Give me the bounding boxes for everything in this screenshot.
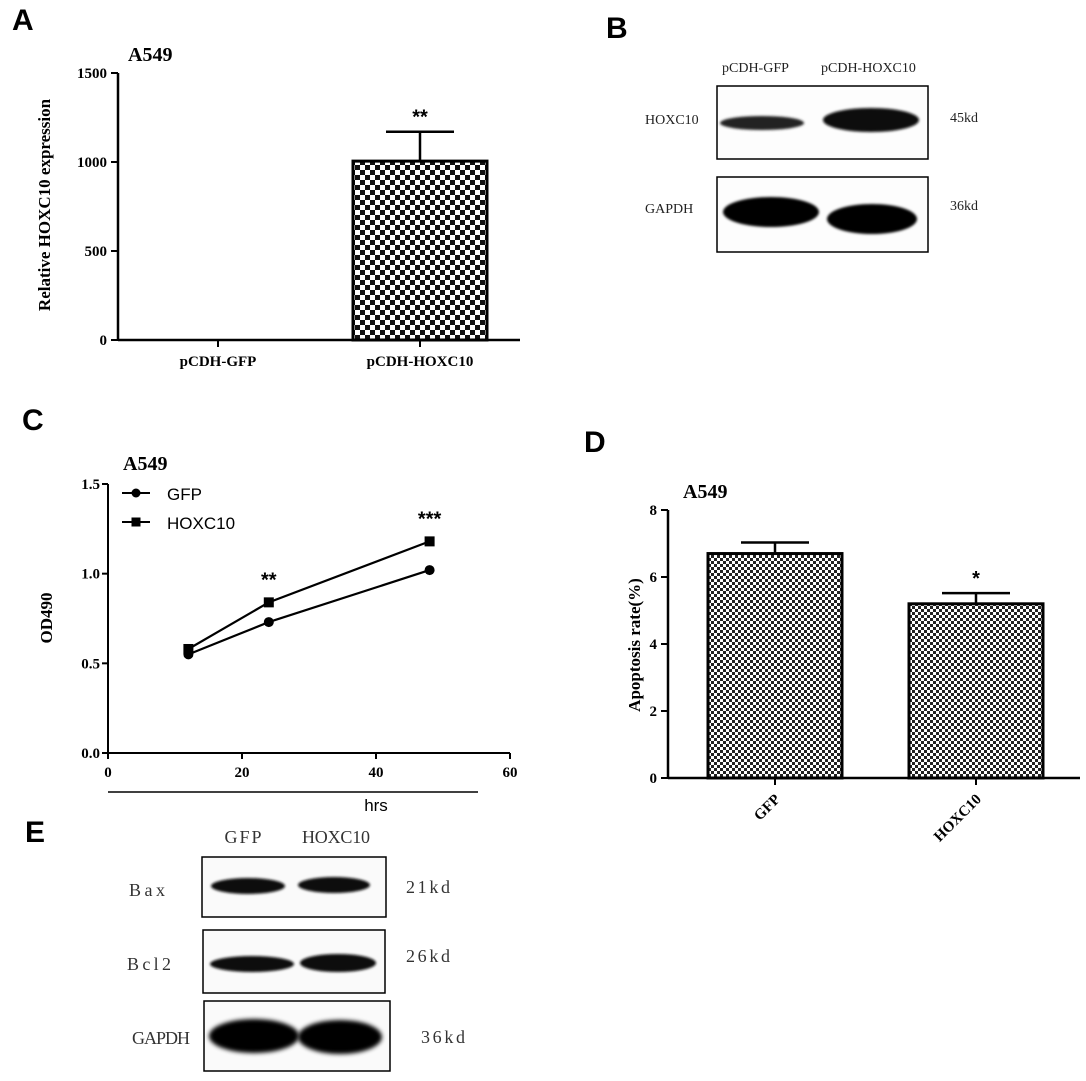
panel-c-x-tick-label: 0 <box>104 765 112 781</box>
panel-c-x-axis-label: hrs <box>364 796 388 815</box>
blot-e-band <box>211 878 285 894</box>
panel-c-series-line <box>187 540 430 650</box>
legend-entry-gfp: GFP <box>167 485 202 504</box>
blot-e-size-label: 36kd <box>421 1027 465 1047</box>
panel-c-significance-label: *** <box>418 508 442 530</box>
panel-d-bars: * <box>706 541 1045 780</box>
panel-c-legend: GFP HOXC10 <box>122 485 235 533</box>
blot-b-protein-label: GAPDH <box>645 202 693 217</box>
panel-c-significance-label: ** <box>261 569 277 591</box>
panel-a-significance-label: ** <box>412 107 428 129</box>
blot-b-lane-label: pCDH-GFP <box>722 61 789 76</box>
panel-c-data-point <box>424 536 435 547</box>
panel-d-title: A549 <box>683 481 727 503</box>
blot-b-size-label: 45kd <box>950 111 978 126</box>
blot-b-size-label: 36kd <box>950 199 978 214</box>
blot-b-band <box>720 116 804 130</box>
panel-c-series: ***** <box>183 508 442 660</box>
panel-a-x-tick-label: pCDH-GFP <box>180 354 257 370</box>
panel-label-d: D <box>584 426 606 459</box>
panel-c-data-point <box>263 597 274 608</box>
panel-a-y-tick-label: 0 <box>100 333 108 349</box>
panel-d-y-tick-label: 0 <box>650 771 658 787</box>
panel-d-y-tick-label: 4 <box>650 637 658 653</box>
blot-b-band <box>827 204 917 234</box>
panel-a-y-tick-label: 1500 <box>77 66 107 82</box>
blot-e-size-label: 21kd <box>406 877 450 897</box>
panel-a-title: A549 <box>128 44 172 66</box>
panel-a-x-tick-label: pCDH-HOXC10 <box>367 354 474 370</box>
panel-c-line-chart: A549 OD490 hrs GFP HOXC10 0.0 0.5 1.0 1.5 0 2… <box>37 453 518 815</box>
panel-c-y-tick-label: 1.5 <box>81 477 100 493</box>
panel-c-x-tick-label: 60 <box>503 765 518 781</box>
panel-c-data-point <box>183 643 194 654</box>
panel-label-e: E <box>25 816 45 849</box>
panel-a-bar <box>351 159 489 342</box>
panel-c-x-tick-label: 20 <box>235 765 250 781</box>
panel-c-x-tick-label: 40 <box>369 765 384 781</box>
panel-d-significance-label: * <box>972 568 980 590</box>
panel-d-y-tick-label: 6 <box>650 570 658 586</box>
blot-e-protein-label: GAPDH <box>132 1028 190 1048</box>
blot-b-protein-label: HOXC10 <box>645 113 699 128</box>
panel-a-axes: 0 500 1000 1500 pCDH-GFP pCDH-HOXC10 <box>77 66 520 370</box>
panel-d-y-tick-label: 2 <box>650 704 658 720</box>
blot-e-band <box>300 954 376 972</box>
legend-square-marker <box>131 517 141 527</box>
blot-e-band <box>210 956 294 972</box>
legend-entry-hoxc10: HOXC10 <box>167 514 235 533</box>
panel-d-bar <box>706 552 844 780</box>
panel-c-data-point <box>263 617 274 628</box>
panel-a-y-axis-label: Relative HOXC10 expression <box>35 98 54 311</box>
blot-e-protein-label: Bax <box>129 880 165 900</box>
blot-b-band <box>723 197 819 227</box>
blot-e-band <box>298 877 370 893</box>
panel-d-x-tick-label: GFP <box>751 792 784 825</box>
blot-e-lane-label: HOXC10 <box>302 827 370 847</box>
blot-b-band <box>823 108 919 132</box>
panel-c-series-line <box>187 569 430 656</box>
blot-e-size-label: 26kd <box>406 946 450 966</box>
panel-a-bars: ** <box>351 107 489 342</box>
panel-a-bar-chart: A549 Relative HOXC10 expression 0 500 1000… <box>35 44 520 370</box>
blot-b-lane-label: pCDH-HOXC10 <box>821 61 916 76</box>
panel-c-y-axis-label: OD490 <box>37 593 56 644</box>
blot-e-lane-label: GFP <box>225 827 262 847</box>
panel-c-y-tick-label: 0.5 <box>81 656 100 672</box>
panel-label-a: A <box>12 4 34 37</box>
panel-a-y-tick-label: 1000 <box>77 155 107 171</box>
blot-e-protein-label: Bcl2 <box>127 954 171 974</box>
panel-c-y-tick-label: 1.0 <box>81 567 100 583</box>
panel-d-y-tick-label: 8 <box>650 503 658 519</box>
panel-label-c: C <box>22 404 44 437</box>
panel-c-title: A549 <box>123 453 167 475</box>
panel-label-b: B <box>606 12 628 45</box>
panel-d-x-tick-label: HOXC10 <box>931 792 985 846</box>
panel-d-bar-chart: A549 Apoptosis rate(%) 0 2 4 6 8 GFP HOXC10 * <box>625 481 1080 845</box>
blot-e-band <box>209 1019 299 1053</box>
panel-e-western-blot: GFP HOXC10 Bax 21kd Bcl2 26kd GAPDH 36kd <box>127 827 465 1072</box>
panel-a-y-tick-label: 500 <box>85 244 108 260</box>
panel-d-bar <box>907 602 1045 780</box>
panel-c-axes: 0.0 0.5 1.0 1.5 0 20 40 60 <box>81 477 517 781</box>
panel-d-y-axis-label: Apoptosis rate(%) <box>625 578 644 712</box>
panel-b-western-blot: pCDH-GFP pCDH-HOXC10 HOXC10 45kd GAPDH 3… <box>645 61 978 253</box>
blot-e-band <box>298 1020 382 1054</box>
legend-circle-marker <box>131 488 141 498</box>
panel-c-y-tick-label: 0.0 <box>81 746 100 762</box>
panel-c-data-point <box>424 565 435 576</box>
